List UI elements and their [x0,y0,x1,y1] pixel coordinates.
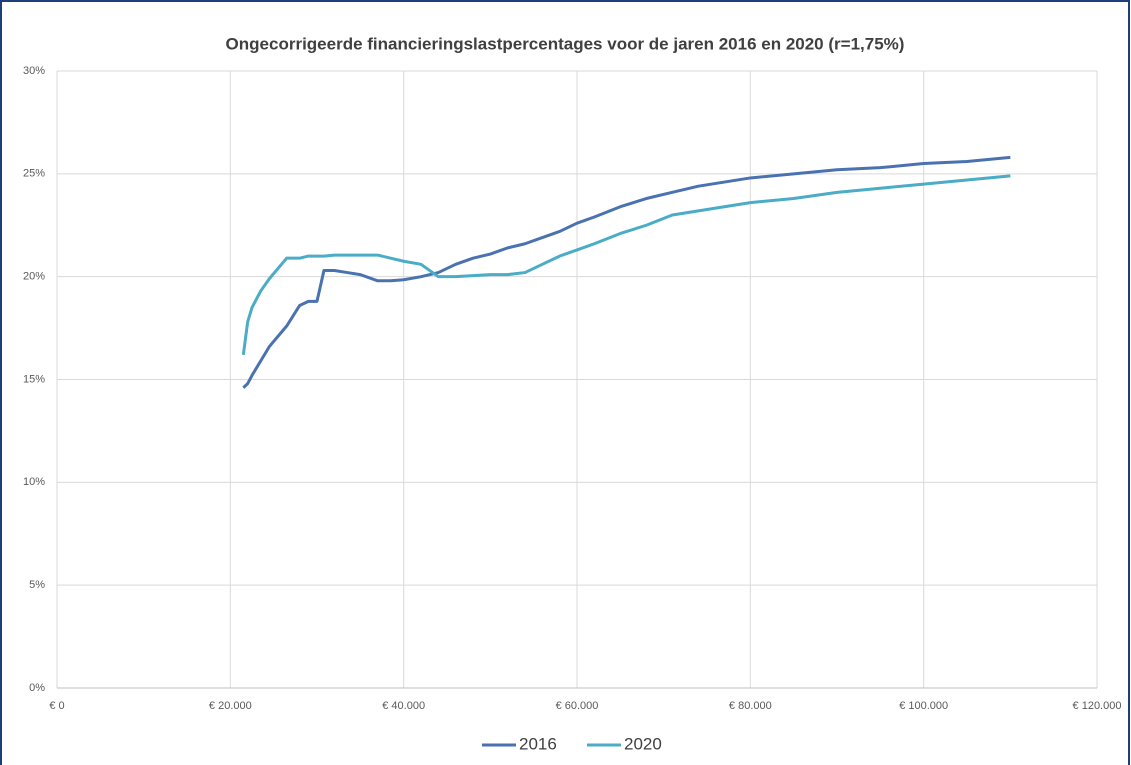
x-tick-label: € 40.000 [382,700,425,712]
legend-label: 2020 [624,734,662,753]
series-line [242,155,1011,389]
x-tick-label: € 60.000 [556,700,599,712]
chart-title: Ongecorrigeerde financieringslastpercent… [226,34,905,53]
x-tick-label: € 120.000 [1073,700,1122,712]
x-tick-label: € 0 [49,700,64,712]
y-tick-label: 25% [23,168,45,180]
legend-label: 2016 [519,734,557,753]
y-tick-label: 10% [23,476,45,488]
y-tick-label: 5% [29,579,45,591]
series-line [241,174,1011,356]
x-tick-label: € 80.000 [729,700,772,712]
y-tick-label: 30% [23,65,45,77]
y-tick-label: 20% [23,271,45,283]
y-tick-label: 15% [23,373,45,385]
x-tick-label: € 20.000 [209,700,252,712]
x-tick-label: € 100.000 [899,700,948,712]
y-tick-label: 0% [29,682,45,694]
